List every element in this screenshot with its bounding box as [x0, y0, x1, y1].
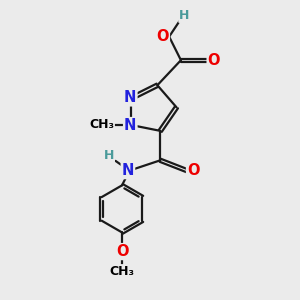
Text: O: O [156, 29, 169, 44]
Text: N: N [124, 118, 136, 133]
Text: N: N [122, 163, 134, 178]
Text: O: O [208, 53, 220, 68]
Text: CH₃: CH₃ [89, 118, 114, 131]
Text: O: O [116, 244, 128, 259]
Text: O: O [187, 163, 200, 178]
Text: H: H [103, 148, 114, 161]
Text: N: N [124, 90, 136, 105]
Text: CH₃: CH₃ [110, 265, 134, 278]
Text: H: H [179, 9, 190, 22]
